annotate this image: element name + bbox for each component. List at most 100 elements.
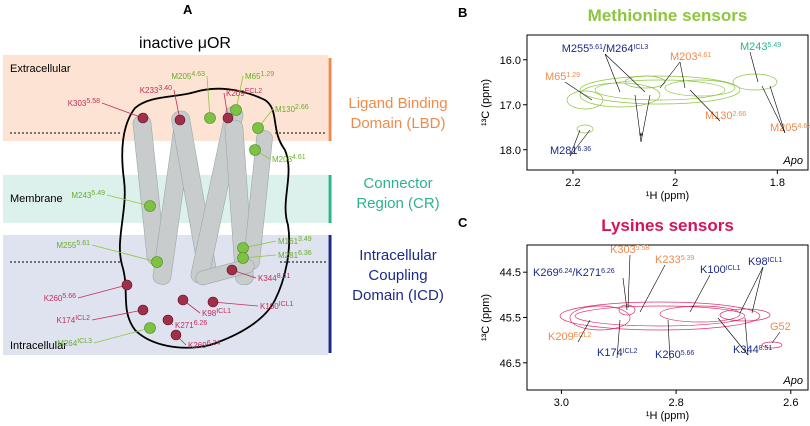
residue-label: K3448.51 [733, 344, 772, 356]
residue-name: M65 [245, 72, 261, 81]
residue-label: M651.29 [245, 71, 274, 82]
leader [93, 327, 151, 344]
residue-label: K3035.58 [610, 244, 649, 256]
leader [771, 331, 781, 344]
residue-position: 5.66 [681, 350, 695, 357]
plot-frame [526, 34, 809, 171]
residue-position: 5.49 [91, 190, 105, 197]
residue-label: K2605.66 [44, 293, 76, 304]
residue-label: M2555.61 [56, 240, 90, 251]
leader [749, 51, 759, 83]
residue-position: 6.36 [578, 146, 592, 153]
residue-label: K3448.51 [258, 273, 290, 284]
leader [622, 277, 628, 311]
leader [604, 53, 646, 93]
residue-position: ICL3 [77, 338, 92, 345]
met-sphere [252, 122, 264, 134]
residue-name: K209 [226, 89, 245, 98]
residue-label: K2605.66 [655, 349, 694, 361]
lys-sphere [207, 296, 219, 308]
residue-label: G52 [770, 321, 791, 333]
residue-label: M1613.49 [278, 236, 312, 247]
leader [689, 274, 711, 313]
residue-position: 4.63 [191, 71, 205, 78]
residue-label: K2716.26 [175, 320, 207, 331]
residue-label: K174ICL2 [57, 315, 91, 326]
panel-title: Lysines sensors [601, 216, 734, 235]
residue-label: K209ECL2 [548, 331, 591, 343]
residue-label: M2816.36 [278, 250, 312, 261]
leader [689, 89, 721, 122]
domain-label: Domain (LBD) [350, 115, 445, 132]
region-label: Extracellular [10, 63, 71, 75]
residue-name: K271 [175, 321, 194, 330]
y-tick-label: 17.0 [500, 100, 521, 112]
x-tick-label: 3.0 [554, 397, 569, 409]
residue-position: 5.66 [62, 293, 76, 300]
residue-name: M203 [272, 155, 293, 164]
domain-label: Ligand Binding [348, 95, 447, 112]
region-label: Membrane [10, 193, 63, 205]
residue-label: M2054.63 [770, 122, 810, 134]
residue-name: M255 [562, 43, 590, 55]
residue-name: M243 [71, 191, 92, 200]
y-tick-label: 46.5 [500, 358, 521, 370]
leader [91, 244, 158, 263]
residue-name: /M264 [603, 43, 634, 55]
leader [604, 53, 621, 93]
leader [77, 284, 128, 299]
residue-position: 5.61 [76, 240, 90, 247]
lys-sphere [162, 314, 174, 326]
met-sphere [249, 144, 261, 156]
leader [577, 319, 591, 343]
residue-label: M2034.61 [272, 154, 306, 165]
residue-name: M205 [770, 122, 798, 134]
residue-position: 4.63 [798, 123, 810, 130]
residue-position: 1.29 [566, 72, 580, 79]
residue-position: ICL3 [633, 44, 648, 51]
met-sphere [204, 112, 216, 124]
residue-name: M65 [545, 71, 566, 83]
residue-name: M255 [56, 241, 77, 250]
leader [616, 319, 621, 359]
x-axis-label: ¹H (ppm) [646, 190, 689, 202]
residue-label: M2054.63 [171, 71, 205, 82]
x-axis-label: ¹H (ppm) [646, 410, 689, 422]
met-sphere [144, 322, 156, 334]
met-sphere [237, 252, 249, 264]
x-tick-label: 2.6 [783, 397, 798, 409]
panel-letter: B [458, 5, 467, 20]
leader [717, 317, 749, 356]
lys-sphere [137, 112, 149, 124]
residue-position: 4.61 [292, 154, 306, 161]
residue-name: M281 [278, 251, 299, 260]
residue-name: K344 [258, 274, 277, 283]
leader [564, 81, 593, 101]
residue-position: 2.66 [733, 111, 747, 118]
residue-label: K3035.58 [68, 98, 100, 109]
residue-position: ECL2 [574, 332, 592, 339]
residue-name: M264 [57, 339, 78, 348]
y-axis-label: ¹³C (ppm) [480, 79, 492, 126]
panel-title: inactive μOR [139, 35, 231, 52]
residue-name: M205 [171, 72, 192, 81]
y-tick-label: 44.5 [500, 267, 521, 279]
residue-position: 8.51 [759, 345, 773, 352]
panel-title: Methionine sensors [588, 6, 748, 25]
leader [634, 94, 642, 143]
residue-label: K2333.40 [140, 85, 172, 96]
residue-position: 3.40 [158, 85, 172, 92]
domain-label: Domain (ICD) [352, 287, 444, 304]
y-tick-label: 45.5 [500, 313, 521, 325]
lys-sphere [121, 279, 133, 291]
residue-name: M243 [740, 41, 768, 53]
lys-sphere [174, 114, 186, 126]
leader [679, 61, 686, 89]
leader [101, 102, 144, 119]
leader [206, 75, 211, 119]
met-spectrum [566, 73, 778, 134]
residue-label: M2555.61/M264ICL3 [562, 43, 649, 55]
leader [106, 194, 151, 207]
residue-position: 6.24 [207, 340, 221, 347]
residue-position: ICL2 [75, 315, 90, 322]
